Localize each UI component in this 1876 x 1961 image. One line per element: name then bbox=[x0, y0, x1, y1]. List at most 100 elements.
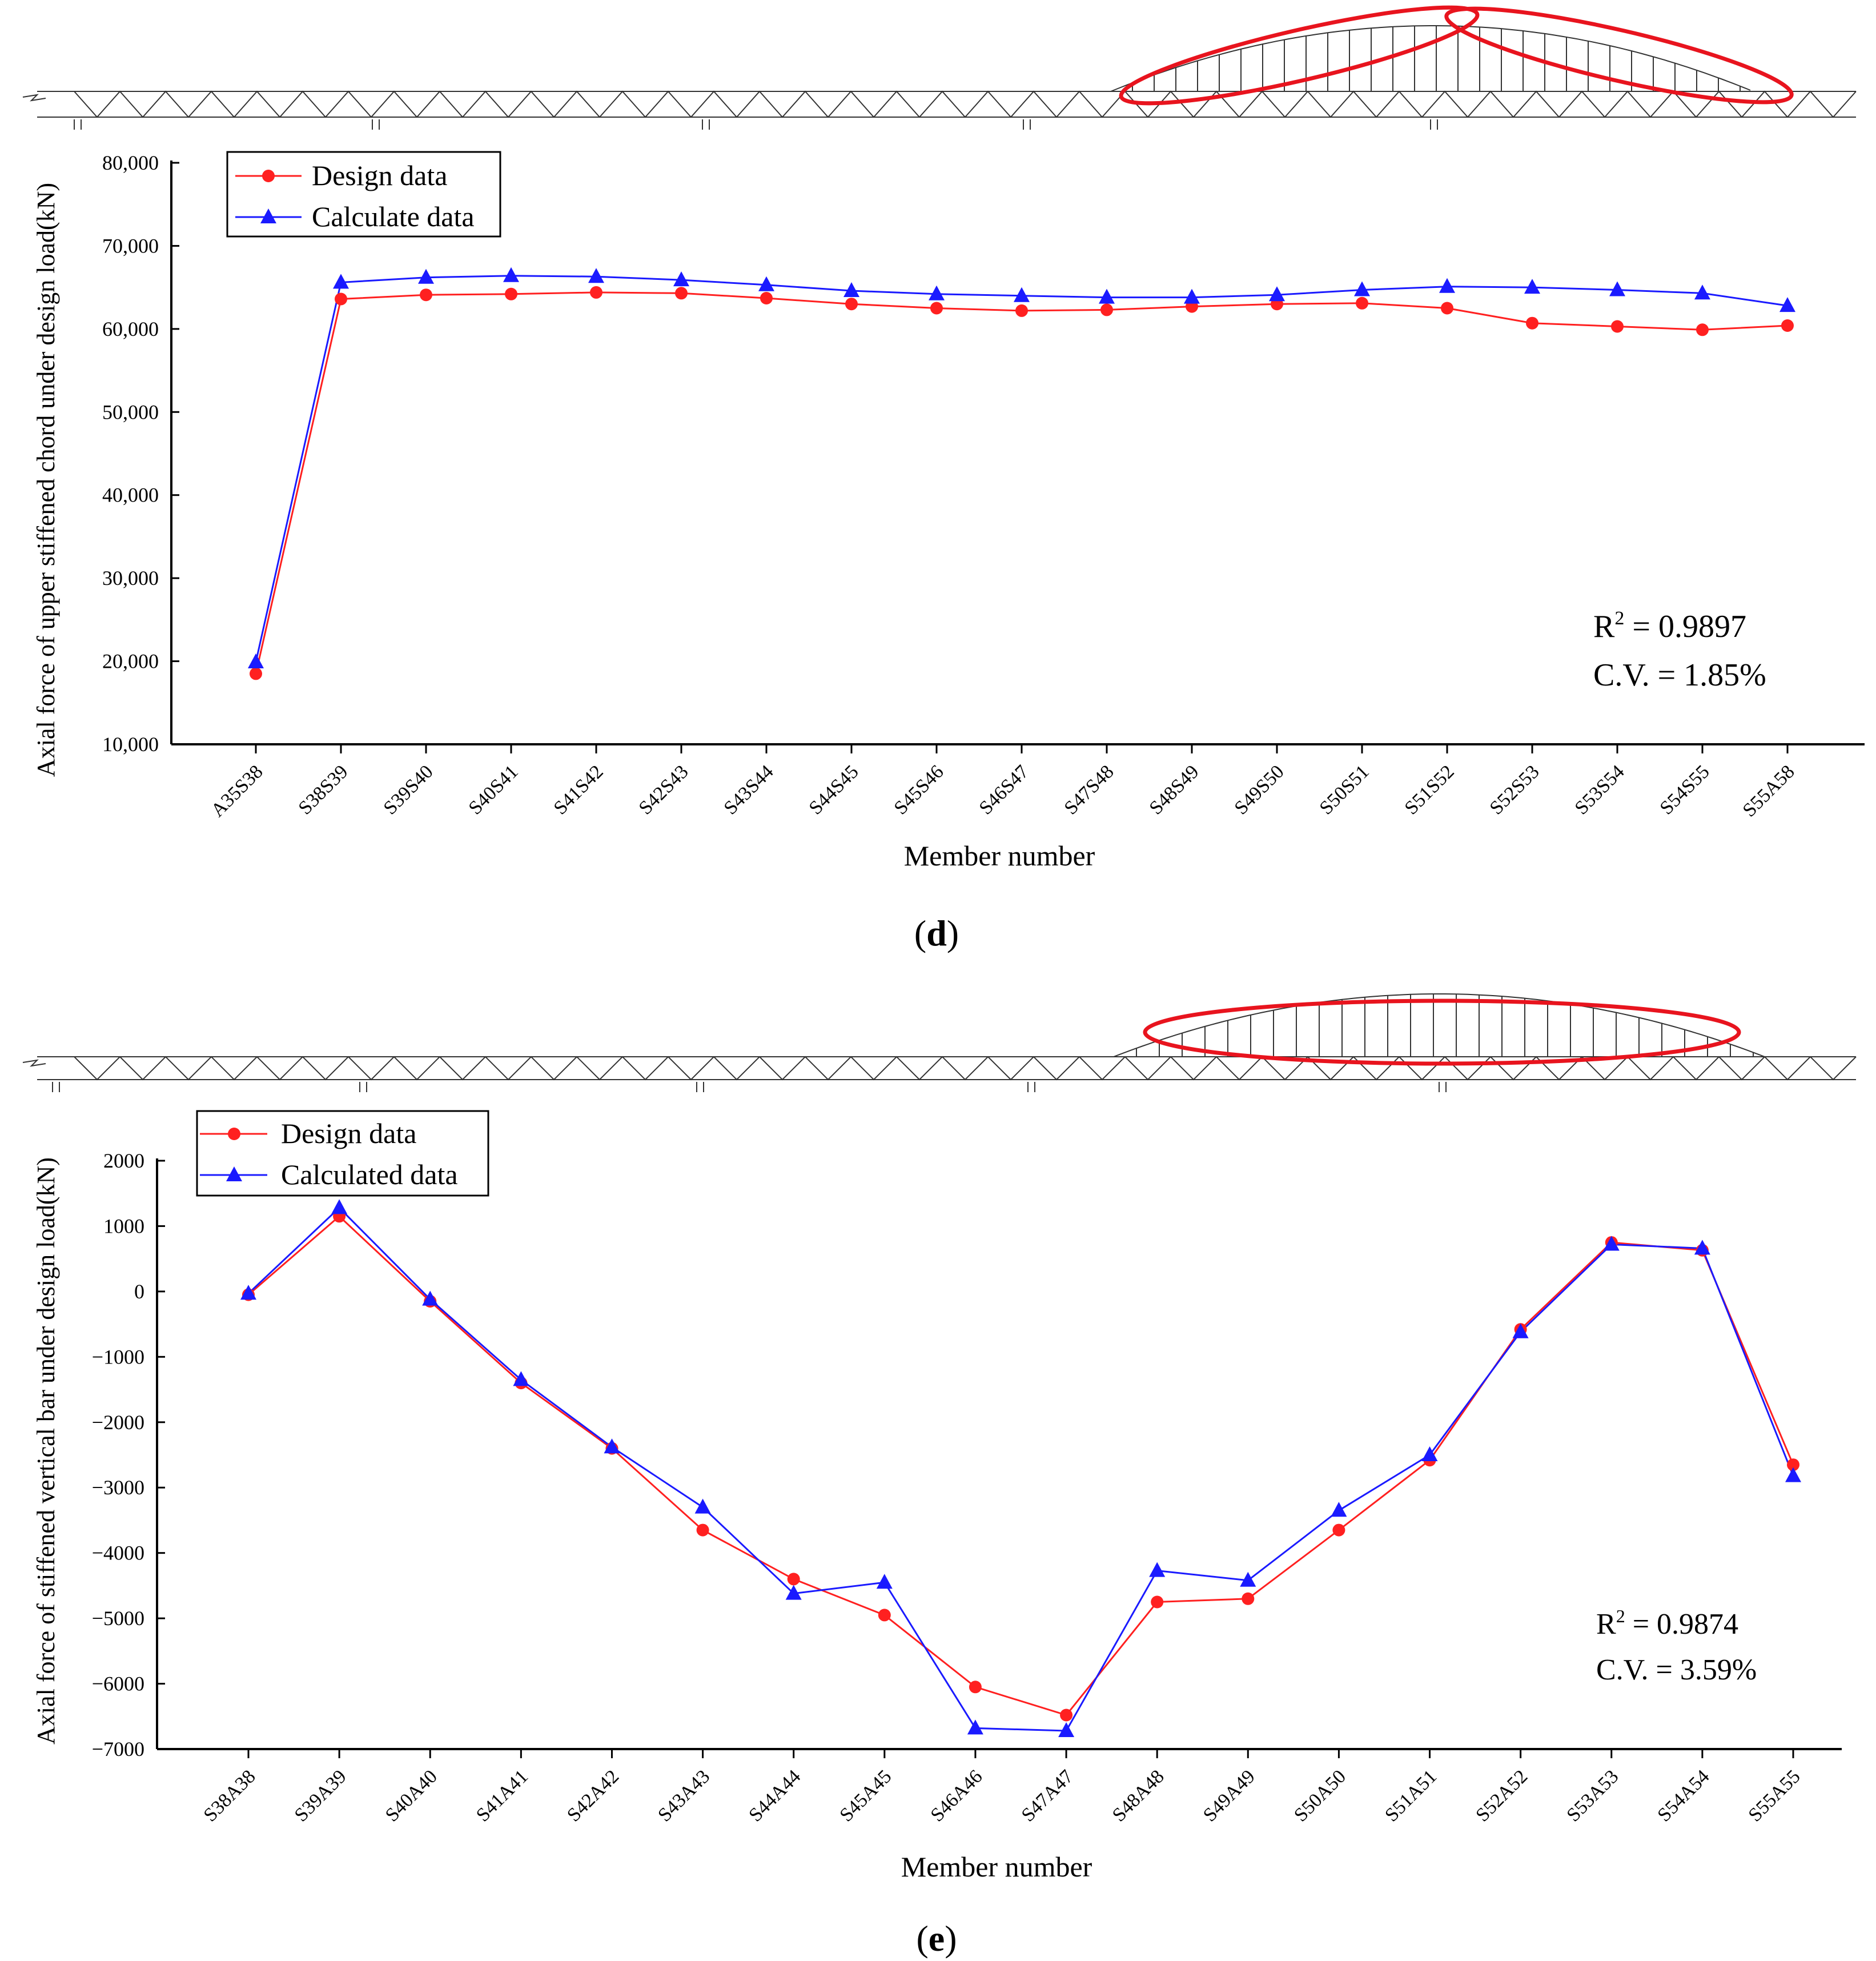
calculated-data-point bbox=[1439, 278, 1455, 293]
design-data-point bbox=[969, 1681, 982, 1694]
calculated-data-point bbox=[785, 1585, 802, 1600]
y-tick-label: 2000 bbox=[103, 1149, 144, 1172]
y-tick-label: 40,000 bbox=[102, 484, 159, 507]
calculated-data-point bbox=[1149, 1562, 1166, 1577]
design-data-point bbox=[845, 298, 858, 311]
calculated-data-point bbox=[1184, 288, 1200, 304]
chart-e-y-ticks: −7000 −6000 −5000 −4000 −3000 −2000 −1000 0 1000… bbox=[92, 1149, 165, 1761]
calculated-data-point bbox=[1014, 287, 1030, 302]
design-data-point bbox=[1787, 1458, 1799, 1471]
design-data-point bbox=[696, 1523, 709, 1537]
legend-design-marker bbox=[228, 1128, 240, 1140]
calculated-data-point bbox=[1785, 1467, 1801, 1482]
y-tick-label: 70,000 bbox=[102, 234, 159, 257]
y-tick-label: 1000 bbox=[103, 1214, 144, 1237]
calculated-data-point bbox=[588, 268, 604, 283]
series-line-calculated bbox=[247, 1206, 1794, 1732]
truss-break-symbol bbox=[22, 94, 46, 102]
design-data-point bbox=[590, 286, 602, 299]
truss-break-symbol bbox=[22, 1059, 46, 1067]
y-tick-label: −3000 bbox=[92, 1476, 144, 1499]
y-tick-label: 10,000 bbox=[102, 733, 159, 756]
calculated-data-point bbox=[248, 653, 264, 668]
design-data-point bbox=[1441, 302, 1453, 315]
series-line-design bbox=[248, 1215, 1794, 1717]
chart-e-xlabel: Member number bbox=[901, 1851, 1092, 1883]
chart-e-cv: C.V. = 3.59% bbox=[1596, 1654, 1757, 1686]
y-tick-label: 30,000 bbox=[102, 567, 159, 589]
design-data-point bbox=[1151, 1595, 1164, 1609]
calculated-data-point bbox=[503, 267, 519, 282]
y-tick-label: −2000 bbox=[92, 1411, 144, 1434]
highlight-ellipse-right bbox=[1444, 6, 1794, 105]
legend-calculated-marker bbox=[226, 1166, 242, 1181]
calculated-data-point bbox=[1609, 281, 1625, 296]
truss-web-diagonals bbox=[74, 90, 1857, 118]
design-data-point bbox=[930, 302, 943, 315]
design-data-point bbox=[787, 1573, 800, 1586]
design-data-point bbox=[1015, 304, 1028, 317]
calculated-data-point bbox=[1269, 286, 1285, 302]
design-data-point bbox=[1696, 323, 1709, 336]
design-data-point bbox=[250, 667, 262, 680]
chart-e-legend: Design data Calculated data bbox=[196, 1110, 489, 1197]
truss-arch bbox=[1110, 25, 1751, 92]
calculated-data-point bbox=[240, 1285, 256, 1300]
legend-design-label: Design data bbox=[281, 1117, 416, 1149]
chart-e-axes bbox=[156, 1158, 1842, 1750]
calculated-data-point bbox=[1099, 288, 1115, 304]
calculated-data-point bbox=[758, 276, 774, 291]
y-tick-label: 20,000 bbox=[102, 650, 159, 673]
y-tick-label: −1000 bbox=[92, 1345, 144, 1368]
y-tick-label: 50,000 bbox=[102, 400, 159, 423]
calculated-data-point bbox=[1331, 1502, 1347, 1517]
calculated-data-point bbox=[1694, 1240, 1710, 1255]
calculated-data-point bbox=[1058, 1722, 1075, 1737]
design-data-point bbox=[1100, 303, 1113, 316]
calculated-data-point bbox=[1421, 1446, 1438, 1461]
design-data-point bbox=[1611, 320, 1624, 333]
chart-d-series bbox=[248, 267, 1795, 680]
chart-e-legend-box bbox=[196, 1110, 489, 1197]
legend-design-marker bbox=[262, 170, 275, 182]
y-tick-label: −4000 bbox=[92, 1542, 144, 1565]
chart-d-xlabel: Member number bbox=[904, 840, 1095, 872]
truss-schematic-top bbox=[22, 25, 1857, 130]
design-data-point bbox=[1526, 316, 1538, 330]
calculated-data-point bbox=[333, 274, 349, 289]
legend-calculate-marker bbox=[260, 208, 276, 223]
design-data-point bbox=[760, 292, 773, 304]
calculated-data-point bbox=[1240, 1571, 1256, 1587]
highlight-ellipse-bottom bbox=[1143, 998, 1741, 1066]
chart-d-cv: C.V. = 1.85% bbox=[1593, 657, 1766, 693]
y-tick-label: 0 bbox=[134, 1280, 144, 1303]
calculated-data-point bbox=[1694, 284, 1710, 300]
calculated-data-point bbox=[843, 282, 859, 297]
y-tick-label: −7000 bbox=[92, 1738, 144, 1761]
truss-arch bbox=[1113, 993, 1765, 1057]
calculated-data-point bbox=[929, 285, 945, 300]
design-data-point bbox=[878, 1609, 891, 1622]
chart-d-r2: R2 = 0.9897 bbox=[1593, 608, 1746, 644]
legend-calculate-label: Calculate data bbox=[312, 200, 475, 232]
calculated-data-point bbox=[331, 1199, 348, 1214]
highlight-ellipse-left bbox=[1119, 5, 1480, 106]
legend-design-label: Design data bbox=[312, 159, 447, 191]
design-data-point bbox=[335, 292, 347, 306]
legend-calculated-label: Calculated data bbox=[281, 1158, 458, 1190]
calculated-data-point bbox=[673, 271, 689, 287]
chart-e-r2: R2 = 0.9874 bbox=[1596, 1606, 1738, 1641]
y-tick-label: −6000 bbox=[92, 1673, 144, 1695]
calculated-data-point bbox=[422, 1290, 439, 1306]
design-data-point bbox=[505, 287, 517, 300]
panel-label-d: (d) bbox=[914, 913, 959, 953]
calculated-data-point bbox=[418, 268, 434, 284]
design-data-point bbox=[1060, 1709, 1073, 1722]
calculated-data-point bbox=[1524, 279, 1540, 294]
panel-label-e: (e) bbox=[916, 1918, 957, 1959]
y-tick-label: 60,000 bbox=[102, 318, 159, 340]
chart-d-y-ticks: 10,000 20,000 30,000 40,000 50,000 60,000 70,0… bbox=[102, 151, 179, 756]
calculated-data-point bbox=[694, 1498, 711, 1514]
chart-d-axes bbox=[170, 161, 1865, 745]
